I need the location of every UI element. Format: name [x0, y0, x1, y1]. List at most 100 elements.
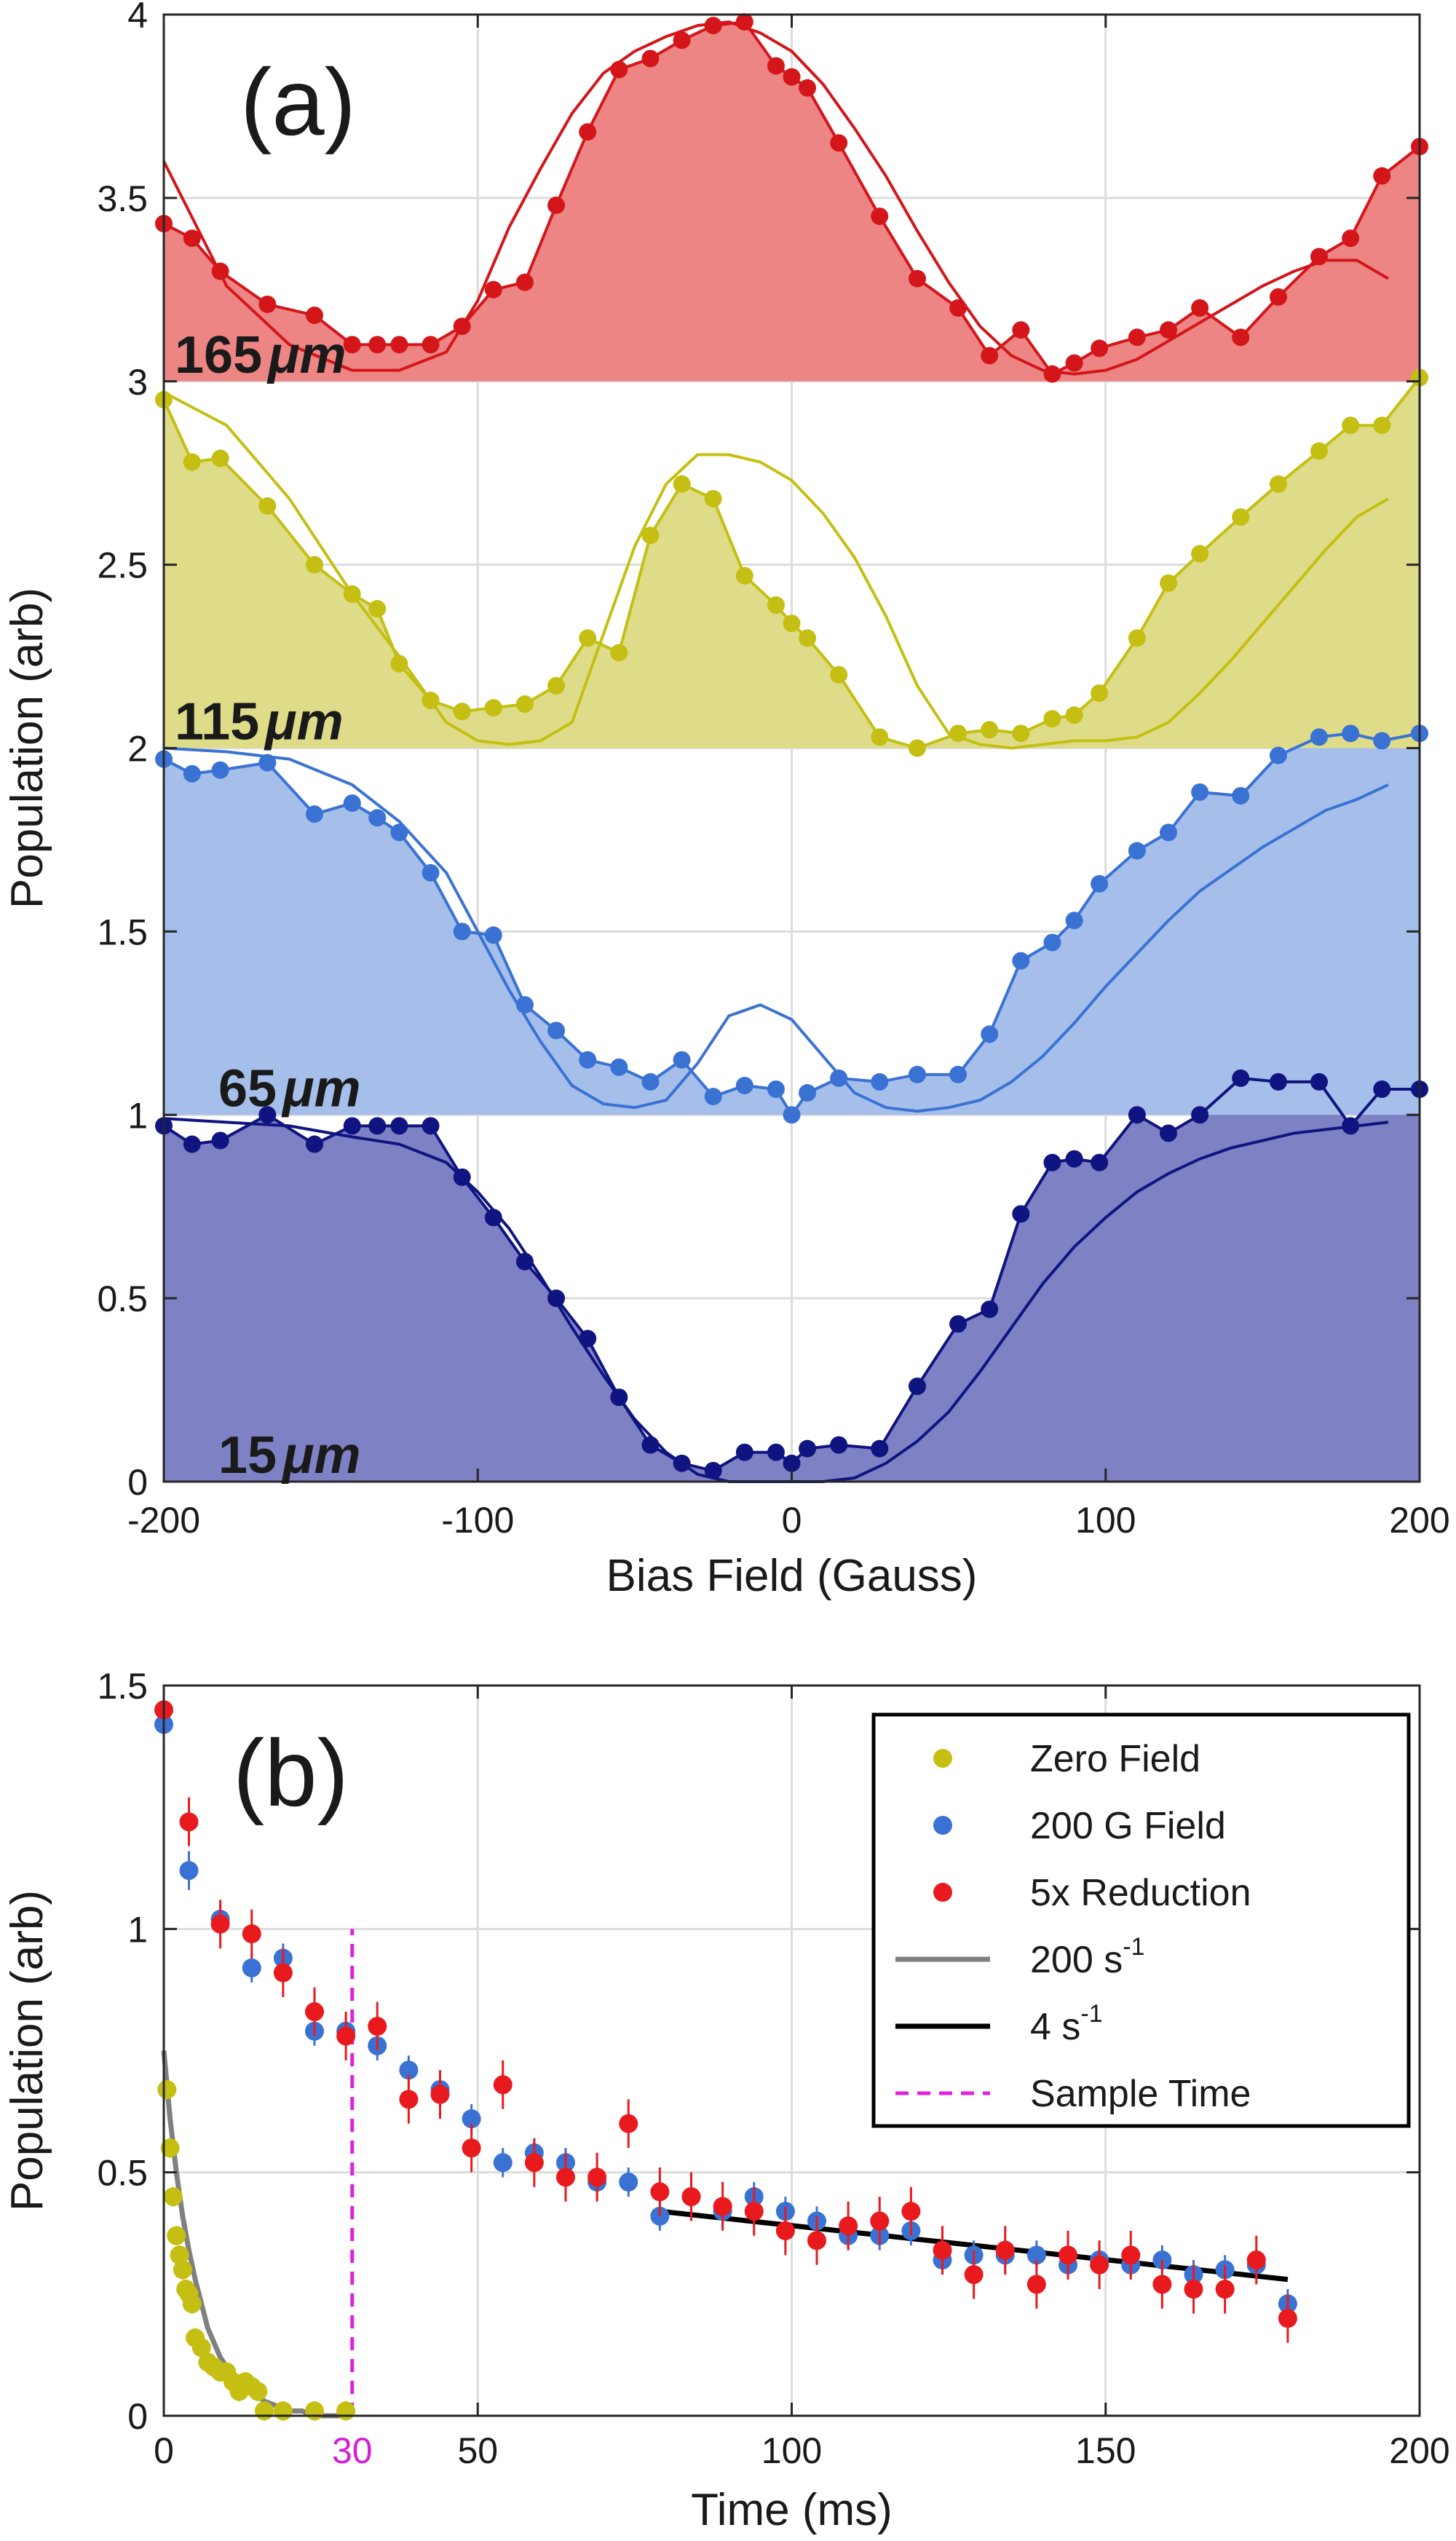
data-point-115 [1065, 706, 1083, 724]
data-point-115 [783, 614, 801, 633]
data-point-65 [1373, 732, 1391, 750]
data-point-165 [799, 79, 817, 97]
data-point-5x-reduction [368, 2017, 387, 2036]
data-point-165 [767, 57, 785, 75]
data-point-65 [1160, 823, 1177, 842]
data-point-115 [981, 721, 999, 739]
data-point-65 [830, 1069, 848, 1087]
data-point-15 [949, 1315, 968, 1333]
data-point-zero-field [273, 2401, 293, 2421]
data-point-115 [1269, 475, 1287, 493]
data-point-15 [704, 1461, 722, 1479]
data-point-15 [1310, 1072, 1328, 1091]
data-point-165 [735, 13, 753, 31]
panel-b-y-tick-label: 0 [127, 2396, 148, 2437]
data-point-115 [368, 600, 387, 618]
data-point-115 [547, 676, 566, 695]
data-point-15 [422, 1117, 440, 1135]
panel-a-y-axis-label: Population (arb) [2, 588, 52, 909]
data-point-5x-reduction [493, 2075, 513, 2095]
data-point-65 [211, 761, 229, 779]
data-point-165 [368, 336, 387, 354]
data-point-15 [484, 1209, 502, 1227]
data-point-15 [1160, 1124, 1177, 1142]
panel-a-y-tick-label: 2.5 [97, 545, 148, 586]
data-point-5x-reduction [462, 2138, 481, 2158]
data-point-5x-reduction [995, 2240, 1015, 2260]
legend-label-4-s: 4 s-1 [1030, 2000, 1103, 2048]
data-point-165 [830, 134, 848, 152]
data-point-165 [211, 262, 229, 280]
panel-a-y-tick-label: 3.5 [97, 178, 148, 219]
data-point-65 [1269, 746, 1287, 764]
data-point-65 [641, 1072, 660, 1091]
data-point-65 [1065, 912, 1083, 930]
data-point-165 [1043, 365, 1061, 383]
panel-a-x-axis-label: Bias Field (Gauss) [606, 1551, 978, 1601]
data-point-5x-reduction [179, 1812, 199, 1832]
panel-a-y-tick-label: 0 [127, 1462, 148, 1503]
legend-label-sample-time: Sample Time [1030, 2073, 1251, 2115]
data-point-15 [783, 1454, 801, 1472]
data-point-115 [767, 596, 785, 614]
data-point-5x-reduction [587, 2167, 607, 2187]
data-point-5x-reduction [242, 1924, 261, 1944]
data-point-15 [1373, 1080, 1391, 1098]
data-point-65 [1128, 842, 1146, 860]
panel-a-chart: -200 -100 0 100 200 0 0.5 1 1.5 2 2.5 3 3.5 4 15 μm 65 μ… [2, 0, 1450, 1601]
data-point-5x-reduction [556, 2167, 575, 2187]
data-point-65 [547, 1021, 566, 1040]
data-point-15 [579, 1329, 597, 1348]
data-point-115 [579, 629, 597, 647]
panel-b-y-tick-label: 1 [127, 1909, 148, 1950]
data-point-15 [547, 1289, 566, 1308]
data-point-5x-reduction [713, 2197, 732, 2216]
data-point-65 [1342, 724, 1360, 743]
data-point-5x-reduction [1246, 2250, 1266, 2270]
data-point-65 [368, 809, 387, 827]
data-point-165 [673, 31, 691, 50]
data-point-115 [673, 475, 691, 493]
curve-label-165: 165 μm [175, 326, 347, 384]
data-point-15 [1012, 1205, 1030, 1223]
data-point-zero-field [167, 2226, 186, 2245]
panel-a-y-tick-label: 2 [127, 729, 148, 770]
data-point-65 [343, 794, 361, 813]
data-point-115 [484, 699, 502, 717]
data-point-5x-reduction [744, 2202, 764, 2221]
fit-curve-165 [162, 20, 1389, 376]
data-point-165 [1128, 328, 1146, 347]
data-point-165 [453, 317, 471, 336]
panel-a-x-tick-label: 0 [782, 1500, 802, 1541]
panel-b-y-tick-label: 0.5 [97, 2153, 148, 2194]
data-point-165 [1373, 167, 1391, 185]
panel-a-data-series [155, 13, 1428, 1479]
panel-b-x-tick-label: 0 [154, 2430, 174, 2471]
data-point-65 [515, 996, 534, 1014]
data-point-5x-reduction [619, 2114, 638, 2133]
data-point-115 [871, 728, 889, 746]
panel-a-label: (a) [240, 49, 356, 155]
legend-label-zero-field: Zero Field [1030, 1738, 1200, 1780]
panel-b-x-axis-label: Time (ms) [691, 2485, 893, 2535]
data-point-200-g-field [462, 2109, 481, 2129]
data-point-65 [735, 1076, 753, 1094]
data-point-5x-reduction [524, 2153, 544, 2173]
panel-a-y-tick-label: 1 [127, 1095, 148, 1136]
panel-a-x-tick-label: -200 [127, 1500, 200, 1541]
panel-a-x-tick-label: 100 [1075, 1500, 1136, 1541]
data-point-115 [453, 703, 471, 721]
data-point-zero-field [255, 2401, 274, 2421]
data-point-15 [453, 1168, 471, 1186]
data-point-5x-reduction [336, 2026, 356, 2046]
data-point-zero-field [182, 2294, 202, 2314]
panel-b-y-tick-label: 1.5 [97, 1666, 148, 1707]
data-point-165 [1065, 354, 1083, 372]
data-point-5x-reduction [1215, 2280, 1235, 2299]
data-point-65 [1091, 874, 1109, 893]
data-point-65 [909, 1065, 926, 1083]
panel-a-curve-labels: 15 μm 65 μm 115 μm 165 μm [175, 326, 361, 1485]
data-point-15 [1128, 1106, 1146, 1124]
panel-a-y-tick-label: 3 [127, 362, 148, 403]
data-point-165 [704, 17, 722, 35]
